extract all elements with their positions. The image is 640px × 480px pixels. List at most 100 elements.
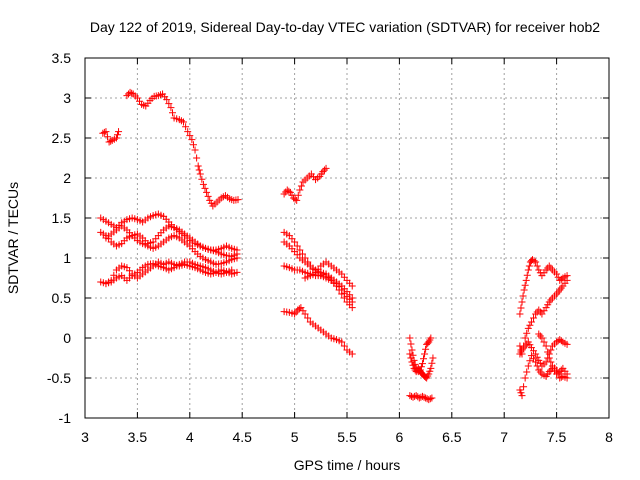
data-point [163, 96, 171, 104]
trace-mid-d [301, 258, 356, 290]
data-point [526, 357, 534, 365]
data-point [126, 88, 134, 96]
data-point [104, 133, 112, 141]
x-axis-label: GPS time / hours [294, 457, 401, 473]
x-tick-label: 5 [291, 429, 299, 445]
data-point [188, 136, 196, 144]
data-point [533, 362, 541, 370]
data-point [304, 314, 312, 322]
data-point [184, 128, 192, 136]
trace-mid-upper [280, 164, 330, 204]
data-point [563, 374, 571, 382]
data-point [301, 310, 309, 318]
data-point [291, 195, 299, 203]
trace-band-c [102, 222, 241, 268]
trace-g6-c [406, 392, 436, 404]
plot-border [84, 57, 610, 419]
data-point [99, 129, 107, 137]
data-point [422, 345, 430, 353]
data-point [409, 361, 417, 369]
data-point [532, 258, 540, 266]
data-point [422, 394, 430, 402]
data-point [523, 329, 531, 337]
data-point [521, 281, 529, 289]
data-point [518, 392, 526, 400]
data-point [333, 282, 341, 290]
data-point [203, 188, 211, 196]
data-point [128, 89, 136, 97]
data-point [553, 270, 561, 278]
x-tick-label: 5.5 [337, 429, 357, 445]
data-point [420, 355, 428, 363]
data-point [521, 334, 529, 342]
data-point [523, 368, 531, 376]
data-point [201, 184, 209, 192]
trace-g7-c [516, 336, 571, 370]
x-tick-label: 7.5 [547, 429, 567, 445]
data-point [228, 266, 236, 274]
data-point [428, 359, 436, 367]
data-points [97, 88, 571, 404]
data-point [348, 304, 356, 312]
data-point [199, 180, 207, 188]
data-point [526, 321, 534, 329]
data-point [525, 262, 533, 270]
data-point [415, 394, 423, 402]
data-point [406, 392, 414, 400]
data-point [296, 246, 304, 254]
data-point [112, 134, 120, 142]
data-point [530, 257, 538, 265]
data-point [418, 360, 426, 368]
data-point [296, 186, 304, 194]
x-tick-label: 8 [605, 429, 613, 445]
data-point [557, 337, 565, 345]
data-point [113, 131, 121, 139]
data-point [519, 292, 527, 300]
data-point [418, 392, 426, 400]
data-point [295, 305, 303, 313]
data-point [285, 187, 293, 195]
data-point [322, 164, 330, 172]
data-point [196, 170, 204, 178]
data-point [557, 275, 565, 283]
y-tick-label: 0.5 [52, 290, 72, 306]
data-point [408, 358, 416, 366]
data-point [556, 374, 564, 382]
data-point [100, 128, 108, 136]
data-point [524, 362, 532, 370]
data-point [553, 366, 561, 374]
data-point [521, 374, 529, 382]
data-point [427, 364, 435, 372]
data-point [425, 396, 433, 404]
data-point [428, 394, 436, 402]
trace-g7-a [516, 256, 571, 318]
data-point [294, 191, 302, 199]
data-point [523, 271, 531, 279]
data-point [186, 132, 194, 140]
data-point [547, 358, 555, 366]
data-point [554, 370, 562, 378]
data-point [297, 182, 305, 190]
data-point [234, 196, 242, 204]
data-point [167, 104, 175, 112]
data-point [169, 109, 177, 117]
data-point [320, 166, 328, 174]
data-point [520, 383, 528, 391]
data-point [532, 350, 540, 358]
data-point [427, 334, 435, 342]
data-point [406, 334, 414, 342]
data-point [524, 266, 532, 274]
data-point [563, 276, 571, 284]
data-point [180, 118, 188, 126]
data-point [532, 358, 540, 366]
data-point [204, 192, 212, 200]
y-tick-label: 3.5 [52, 50, 72, 66]
data-point [348, 282, 356, 290]
data-point [518, 298, 526, 306]
trace-top-early [99, 128, 123, 146]
data-point [198, 175, 206, 183]
data-point [115, 128, 123, 136]
data-point [407, 340, 415, 348]
x-tick-label: 6 [396, 429, 404, 445]
data-point [102, 128, 110, 136]
